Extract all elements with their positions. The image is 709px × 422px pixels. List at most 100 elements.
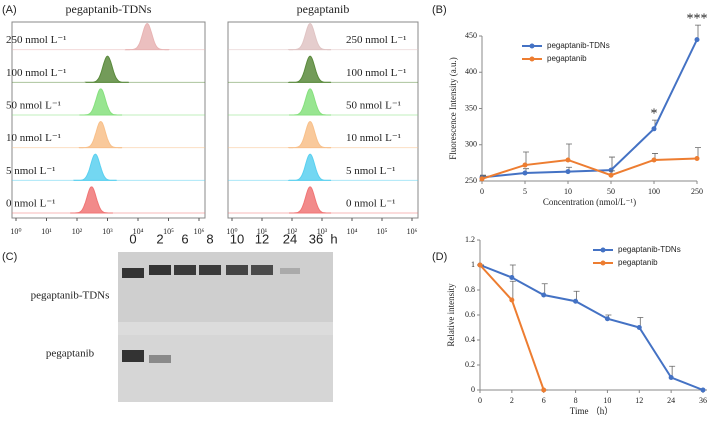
gel-band [149,265,171,275]
plot-frame [227,21,419,219]
data-point [694,37,700,43]
histogram-peak [287,55,332,83]
data-point [541,292,547,298]
annotation: * [651,106,658,121]
chart-title: pegaptanib [297,2,350,16]
lane-label: 12 [255,231,269,246]
y-axis-label: Fluorescence Intensity (a.u.) [448,57,458,159]
gel-band [149,355,171,363]
annotation: *** [687,11,708,26]
row-label: pegaptanib [46,348,95,360]
legend-marker [529,43,535,49]
y-tick-label: 0.2 [465,360,475,369]
series-label: 100 nmol L⁻¹ [346,67,406,79]
x-tick-label: 36 [699,396,707,405]
histogram-peak [70,186,113,214]
data-point [608,167,614,173]
legend-label: pegaptanib-TDNs [547,41,610,50]
panel-label: (A) [2,4,17,16]
series-line [481,39,698,179]
lane-label: 24 [283,231,297,246]
series-label: 250 nmol L⁻¹ [346,34,406,46]
x-tick-label: 0 [480,187,484,196]
gel-band [122,350,144,362]
gel [118,252,333,402]
lane-label: 36 [309,231,323,246]
data-point [565,169,571,175]
legend-label: pegaptanib [618,258,658,267]
gel-band [226,265,248,275]
gel-band [280,268,300,274]
data-point [477,262,483,268]
data-point [694,156,700,162]
legend-marker [600,260,606,266]
series-label: 50 nmol L⁻¹ [6,100,61,112]
series-label: 5 nmol L⁻¹ [346,165,395,177]
x-tick-label: 10² [287,227,298,236]
panel-label: (D) [432,251,447,263]
histogram-peak [78,120,123,149]
y-tick-label: 350 [465,103,477,112]
legend-marker [600,247,606,253]
lane-label: h [330,231,337,246]
legend-marker [529,56,535,62]
series-label: 0 nmol L⁻¹ [6,198,55,210]
series-label: 5 nmol L⁻¹ [6,165,55,177]
lane-label: 8 [206,231,213,246]
x-tick-label: 8 [574,396,578,405]
histogram-peak [124,22,170,51]
x-axis-label: Time （h） [570,406,613,416]
histogram-peak [287,22,332,51]
x-tick-label: 0 [478,396,482,405]
x-tick-label: 10³ [102,227,113,236]
series-label: 10 nmol L⁻¹ [346,132,401,144]
x-tick-label: 24 [667,396,675,405]
lane-label: 2 [156,231,163,246]
y-tick-label: 450 [465,31,477,40]
error-bar [566,143,572,160]
gel-band [122,268,144,278]
data-point [668,375,674,380]
x-tick-label: 6 [542,396,546,405]
x-tick-label: 10⁵ [377,227,388,236]
gel-band [174,265,196,275]
y-tick-label: 1.2 [465,235,475,244]
x-tick-label: 10 [603,396,611,405]
x-tick-label: 10⁰ [226,227,237,236]
legend-label: pegaptanib [547,54,587,63]
x-tick-label: 250 [691,187,703,196]
chart-title: pegaptanib-TDNs [66,2,152,16]
gel-strip [118,335,333,402]
x-tick-label: 5 [523,187,527,196]
x-tick-label: 50 [607,187,615,196]
histogram-peak [73,153,117,181]
x-axis-label: Concentration (nmol/L⁻¹) [543,197,636,207]
x-tick-label: 10⁶ [194,227,205,236]
panel-label: (B) [432,4,447,16]
y-axis-label: Relative intensity [446,283,456,347]
data-point [565,157,571,163]
data-point [509,297,515,303]
data-point [522,162,528,168]
data-point [636,325,642,330]
x-tick-label: 10⁵ [163,227,174,236]
series-label: 100 nmol L⁻¹ [6,67,66,79]
data-point [700,387,706,393]
data-point [479,176,485,182]
series-line [481,157,698,180]
x-tick-label: 10¹ [41,227,52,236]
error-bar [695,24,701,40]
gel-band [199,265,221,275]
data-point [509,275,515,280]
legend-label: pegaptanib-TDNs [618,245,681,254]
data-point [608,172,614,178]
series-line [479,264,704,391]
x-tick-label: 10 [564,187,572,196]
y-tick-label: 1 [471,260,475,269]
series-label: 250 nmol L⁻¹ [6,34,66,46]
data-point [541,387,547,393]
plot-frame [11,21,206,219]
lane-label: 0 [129,231,136,246]
data-point [573,298,579,304]
